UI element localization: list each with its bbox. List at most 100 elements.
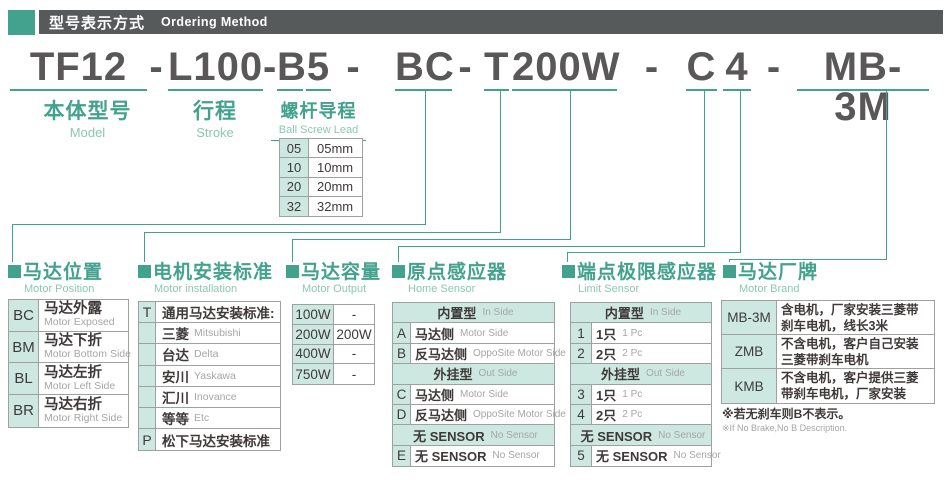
model-code-segment: T [484, 45, 510, 91]
code-cell [139, 386, 156, 407]
section-home-sensor: 原点感应器 Home Sensor [392, 262, 507, 296]
table-row: 台达 Delta [139, 344, 280, 366]
code-cell: KMB [722, 369, 777, 403]
table-row: 20 20mm [280, 177, 362, 197]
table-subheader-row: 外挂型 Out Side [571, 364, 711, 385]
label-zh: 1只 [596, 326, 617, 342]
model-code-dash: - [263, 45, 278, 89]
label-zh: 20mm [317, 179, 354, 195]
code-cell: B [393, 343, 411, 364]
connector-line [740, 91, 741, 252]
table-subheader-row: 无 SENSOR No Sensor [571, 425, 711, 446]
group-title-en: Stroke [196, 125, 234, 140]
description-cell: 内置型 In Side [393, 303, 554, 322]
connector-line [144, 232, 145, 262]
table-row: 3 1只 1 Pc [571, 384, 711, 405]
section-title-zh: 马达位置 [23, 262, 104, 283]
motor-installation-table: T 通用马达安装标准: 三菱 Mitsubishi 台达 Delta 安川 Yaskawa 汇川… [138, 301, 281, 452]
model-code-segment: B [277, 45, 307, 91]
motor-brand-table: MB-3M 含电机，厂家安装三菱带刹车电机，线长3米 ZMB 不含电机，客户自己安装三… [721, 300, 935, 404]
footnote-zh: ※若无刹车则B不表示。 [722, 407, 851, 421]
label-en: Mitsubishi [194, 327, 241, 340]
code-cell: 200W [293, 324, 334, 344]
description-cell: 反马达侧 OppoSite Motor Side [411, 405, 566, 424]
code-cell: 10 [280, 158, 309, 177]
group-title-en: Model [69, 125, 106, 140]
model-code-segment: BC [395, 45, 455, 91]
table-row: 32 32mm [280, 196, 362, 217]
label-en: Delta [194, 348, 219, 361]
label-zh: 马达右折 [44, 396, 102, 413]
description-cell: 外挂型 Out Side [571, 364, 711, 383]
table-row: 等等 Etc [139, 407, 280, 430]
description-cell: 通用马达安装标准: [156, 302, 280, 322]
description-cell: 无 SENSOR No Sensor [571, 425, 711, 444]
section-title-en: Motor Brand [739, 283, 800, 295]
description-cell: 10mm [309, 158, 362, 176]
table-row: T 通用马达安装标准: [139, 302, 280, 324]
label-zh: 三菱 [162, 327, 189, 343]
code-cell: 750W [293, 364, 334, 385]
label-en: No Sensor [673, 450, 721, 462]
code-cell: 32 [280, 196, 309, 217]
table-row: P 松下马达安装标准 [139, 429, 280, 451]
description-cell: 等等 Etc [156, 408, 280, 428]
description-cell: 200W [334, 325, 374, 344]
description-cell: 外挂型 Out Side [393, 364, 554, 383]
table-row: 4 2只 2 Pc [571, 404, 711, 426]
description-cell: 马达下折 Motor Bottom Side [39, 332, 131, 363]
table-row: BC 马达外露 Motor Exposed [9, 300, 128, 332]
label-zh: 1只 [596, 387, 617, 403]
code-cell [139, 344, 156, 365]
label-zh: 松下马达安装标准 [162, 433, 270, 449]
description-cell: - [334, 364, 374, 384]
label-zh: 马达侧 [415, 326, 455, 342]
code-cell: 400W [293, 344, 334, 364]
group-title-zh: 螺杆导程 [280, 101, 357, 121]
description-cell: 汇川 Inovance [156, 387, 280, 407]
description-cell: - [334, 305, 374, 324]
table-row: A 马达侧 Motor Side [393, 323, 554, 344]
group-label-stroke: 行程 Stroke [160, 100, 270, 140]
description-cell: 含电机，厂家安装三菱带刹车电机，线长3米 [777, 301, 934, 334]
label-zh: 安川 [162, 369, 189, 385]
table-row: 200W 200W [293, 324, 374, 345]
label-zh: 内置型 [604, 306, 644, 322]
description-cell: 20mm [309, 178, 362, 196]
ball-screw-lead-table: 05 05mm 10 10mm 20 20mm 32 32mm [279, 138, 363, 218]
description-cell: 2只 2 Pc [592, 405, 711, 424]
label-zh: 马达外露 [44, 301, 102, 318]
table-subheader-row: 内置型 In Side [571, 303, 711, 324]
description-cell: 马达外露 Motor Exposed [39, 300, 128, 331]
code-cell: 05 [280, 139, 309, 158]
label-en: 1 Pc [622, 327, 643, 339]
label-en: OppoSite Motor Side [473, 409, 566, 421]
code-cell: 3 [571, 384, 592, 404]
section-title-en: Motor Position [24, 283, 95, 295]
table-subheader-row: 内置型 In Side [393, 303, 554, 324]
table-row: 安川 Yaskawa [139, 365, 280, 387]
table-row: D 反马达侧 OppoSite Motor Side [393, 404, 566, 426]
label-zh: 马达下折 [44, 333, 102, 350]
description-cell: 反马达侧 OppoSite Motor Side [411, 344, 566, 363]
label-en: 2 Pc [622, 347, 643, 359]
section-title-zh: 原点感应器 [407, 262, 508, 283]
code-cell: C [393, 384, 411, 404]
table-row: 05 05mm [280, 139, 362, 159]
description-cell: 三菱 Mitsubishi [156, 323, 280, 343]
section-title-en: Motor installation [154, 283, 238, 295]
table-row: 1 1只 1 Pc [571, 323, 711, 344]
label-zh: 无 SENSOR [596, 449, 668, 465]
code-cell: 4 [571, 404, 592, 425]
label-zh: 汇川 [162, 390, 189, 406]
label-en: Motor Bottom Side [44, 348, 131, 361]
description-cell: 05mm [309, 139, 362, 157]
table-row: BL 马达左折 Motor Left Side [9, 363, 128, 396]
label-zh: - [351, 306, 357, 322]
code-cell: 100W [293, 305, 334, 324]
bullet-square-icon [8, 265, 21, 278]
code-cell: 20 [280, 177, 309, 196]
label-en: Motor Right Side [44, 411, 123, 424]
label-zh: 马达左折 [44, 364, 102, 381]
